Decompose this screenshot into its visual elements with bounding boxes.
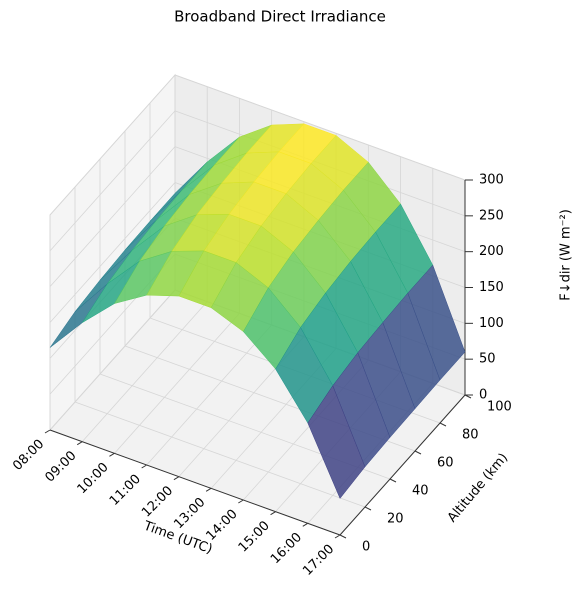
x-tick-label: 17:00	[300, 542, 337, 579]
z-axis-label: F↓dir (W m⁻²)	[559, 209, 574, 301]
grid-line	[49, 289, 176, 431]
z-tick-label: 300	[479, 173, 504, 188]
axis-line	[49, 429, 341, 536]
surface-patch	[307, 385, 366, 499]
tick-mark	[205, 487, 212, 492]
tick-mark	[334, 534, 341, 539]
y-tick-label: 100	[487, 400, 512, 415]
z-tick-label: 50	[479, 352, 496, 367]
y-tick-label: 0	[362, 540, 370, 555]
y-tick-label: 40	[412, 484, 429, 499]
z-tick-label: 150	[479, 280, 504, 295]
x-tick-label: 08:00	[10, 437, 47, 474]
x-tick-label: 15:00	[236, 518, 273, 555]
tick-mark	[302, 522, 309, 527]
tick-mark	[238, 499, 244, 504]
tick-mark	[173, 476, 180, 481]
x-tick-label: 10:00	[75, 460, 112, 497]
grid-line	[49, 110, 176, 252]
axis-line	[339, 394, 466, 536]
grid-line	[49, 182, 176, 323]
tick-mark	[414, 450, 422, 455]
x-tick-label: 12:00	[139, 483, 176, 520]
grid-line	[114, 313, 240, 454]
tick-mark	[339, 534, 347, 539]
y-tick-label: 60	[437, 456, 454, 471]
grid-line	[74, 401, 366, 508]
tick-mark	[439, 422, 447, 427]
y-axis-label: Altitude (km)	[445, 451, 511, 526]
grid-line	[146, 324, 272, 466]
x-tick-label: 11:00	[107, 472, 144, 509]
tick-mark	[389, 478, 397, 483]
x-tick-label: 16:00	[268, 530, 305, 567]
grid-line	[49, 74, 176, 216]
tick-mark	[364, 506, 372, 511]
grid-line	[174, 74, 466, 181]
grid-line	[49, 146, 176, 287]
z-tick-label: 200	[479, 244, 504, 259]
z-tick-label: 100	[479, 316, 504, 331]
x-tick-label: 09:00	[42, 448, 79, 485]
chart-title: Broadband Direct Irradiance	[174, 8, 386, 26]
x-tick-label: 13:00	[171, 495, 208, 532]
tick-mark	[76, 441, 83, 446]
tick-mark	[109, 452, 115, 457]
tick-mark	[44, 429, 51, 434]
x-tick-label: 14:00	[204, 507, 241, 544]
tick-mark	[141, 464, 147, 469]
y-tick-label: 20	[387, 512, 404, 527]
tick-mark	[270, 511, 276, 516]
y-tick-label: 80	[462, 428, 479, 443]
grid-line	[81, 301, 208, 442]
z-tick-label: 250	[479, 208, 504, 223]
z-tick-label: 0	[479, 388, 487, 403]
